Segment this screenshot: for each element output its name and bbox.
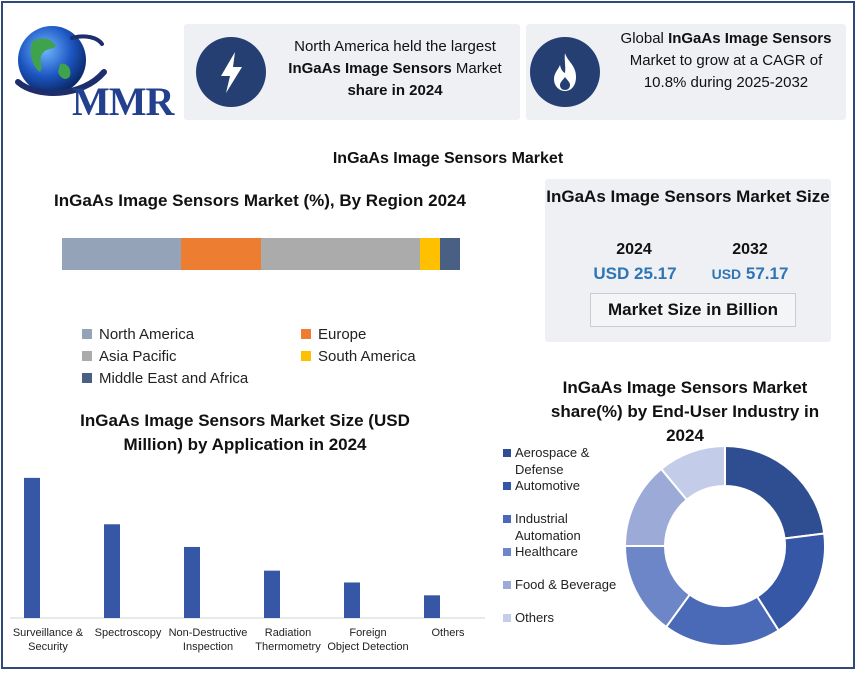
region-segment-middle-east-and-africa xyxy=(440,238,460,270)
x-tick-label: Radiation Thermometry xyxy=(255,627,321,653)
legend-swatch xyxy=(301,351,311,362)
x-tick-label: Non-Destructive Inspection xyxy=(169,627,248,653)
legend-label: Automotive xyxy=(515,478,581,493)
application-bar-chart: Surveillance & Security Spectroscopy Non-De… xyxy=(10,477,485,653)
legend-label: Aerospace & Defense xyxy=(515,445,590,477)
region-segment-south-america xyxy=(420,238,441,270)
market-size-unit: Market Size in Billion xyxy=(590,293,796,327)
donut-legend-item-healthcare: Healthcare xyxy=(503,543,578,560)
x-tick-label: Others xyxy=(431,627,465,639)
donut-legend-item-others: Others xyxy=(503,609,554,626)
highlight-card-region: North America held the largest InGaAs Im… xyxy=(184,24,520,120)
value-2032: USD 57.17 xyxy=(711,264,789,283)
value-2024: USD 25.17 xyxy=(593,264,677,283)
globe-icon xyxy=(15,26,107,96)
legend-item-north-america: North America xyxy=(82,326,194,343)
legend-swatch xyxy=(82,329,92,340)
region-chart-title: InGaAs Image Sensors Market (%), By Regi… xyxy=(54,191,466,210)
x-tick-label: Foreign Object Detection xyxy=(327,627,408,653)
end-user-donut-chart xyxy=(623,444,826,647)
cagr-highlight-text: Global InGaAs Image Sensors Market to gr… xyxy=(620,30,832,91)
bar-non-destructive-inspection xyxy=(184,546,200,618)
region-stacked-bar xyxy=(62,238,460,270)
region-segment-north-america xyxy=(62,238,182,270)
donut-legend-item-industrial-automation: Industrial Automation xyxy=(503,510,623,544)
market-size-title: InGaAs Image Sensors Market Size xyxy=(546,187,830,206)
logo-wordmark: MMR xyxy=(72,79,174,124)
donut-legend-item-aerospace-and-defense: Aerospace & Defense xyxy=(503,444,623,478)
mmr-logo: MMR xyxy=(12,20,174,124)
bar-others xyxy=(424,595,440,618)
legend-swatch xyxy=(503,548,511,556)
x-tick-label: Spectroscopy xyxy=(95,627,162,639)
legend-label: Industrial Automation xyxy=(515,511,581,543)
donut-slice-others xyxy=(659,444,726,502)
donut-legend-item-automotive: Automotive xyxy=(503,477,580,494)
legend-item-middle-east-africa: Middle East and Africa xyxy=(82,370,248,387)
bar-spectroscopy xyxy=(104,524,120,618)
highlight-card-cagr: Global InGaAs Image Sensors Market to gr… xyxy=(526,24,846,120)
legend-swatch xyxy=(82,373,92,384)
lightning-icon xyxy=(196,37,266,107)
end-user-chart-title: InGaAs Image Sensors Market share(%) by … xyxy=(550,378,820,445)
legend-label: Others xyxy=(515,610,555,625)
legend-swatch xyxy=(503,581,511,589)
legend-item-south-america: South America xyxy=(301,348,416,365)
flame-icon xyxy=(530,37,600,107)
legend-swatch xyxy=(503,482,511,490)
legend-swatch xyxy=(82,351,92,362)
application-chart-title: InGaAs Image Sensors Market Size (USD Mi… xyxy=(80,411,410,454)
legend-swatch xyxy=(503,614,511,622)
bar-surveillance-and-security xyxy=(24,477,40,618)
bar-radiation-thermometry xyxy=(264,570,280,618)
donut-legend-item-food-and-beverage: Food & Beverage xyxy=(503,576,616,593)
legend-swatch xyxy=(301,329,311,340)
year-2032-label: 2032 xyxy=(732,241,768,258)
legend-item-asia-pacific: Asia Pacific xyxy=(82,348,177,365)
legend-swatch xyxy=(503,449,511,457)
x-tick-label: Surveillance & Security xyxy=(13,627,84,653)
main-title: InGaAs Image Sensors Market xyxy=(332,150,564,167)
legend-label: Healthcare xyxy=(515,544,578,559)
bar-foreign-object-detection xyxy=(344,582,360,618)
region-highlight-text: North America held the largest InGaAs Im… xyxy=(288,38,502,99)
donut-slice-aerospace-and-defense xyxy=(724,444,826,540)
region-segment-asia-pacific xyxy=(260,238,421,270)
legend-label: Food & Beverage xyxy=(515,577,617,592)
region-segment-europe xyxy=(181,238,261,270)
year-2024-label: 2024 xyxy=(616,241,652,258)
market-size-panel: InGaAs Image Sensors Market Size 2024 20… xyxy=(545,179,831,342)
legend-item-europe: Europe xyxy=(301,326,366,343)
legend-swatch xyxy=(503,515,511,523)
